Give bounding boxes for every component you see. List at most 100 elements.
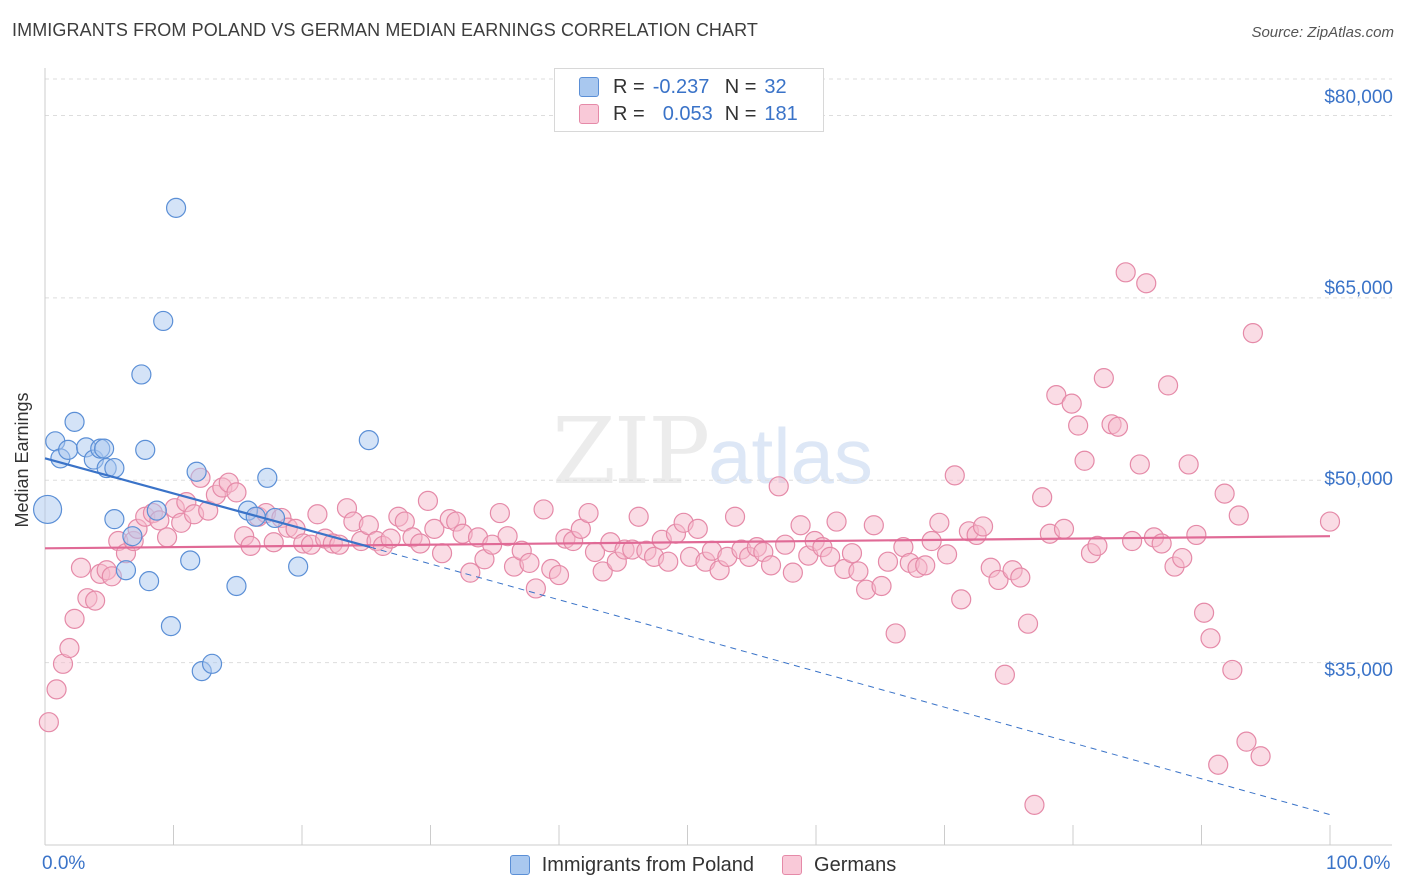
germans-point-141 [1053, 518, 1075, 539]
germans-point-162 [1200, 628, 1221, 649]
poland-point-0 [32, 494, 63, 525]
chart-title: IMMIGRANTS FROM POLAND VS GERMAN MEDIAN … [12, 20, 759, 40]
germans-point-156 [1157, 375, 1179, 396]
germans-point-76 [578, 502, 599, 524]
poland-point-28 [257, 467, 278, 488]
germans-point-124 [929, 512, 950, 533]
germans-point-5 [70, 557, 92, 578]
germans-point-147 [1093, 368, 1114, 389]
series-swatch-poland [509, 855, 530, 875]
legend-row-poland: R = -0.237 N = 32 [579, 75, 787, 99]
germans-point-127 [951, 589, 972, 610]
germans-point-101 [760, 555, 782, 576]
germans-point-152 [1129, 454, 1150, 475]
germans-point-122 [915, 555, 936, 576]
legend-swatch-poland [579, 77, 599, 97]
germans-point-160 [1186, 524, 1207, 546]
germans-point-166 [1228, 505, 1249, 526]
correlation-legend: R = -0.237 N = 32 R = 0.053 N = 181 [554, 68, 824, 132]
germans-point-87 [658, 551, 679, 572]
legend-r-value-poland: -0.237 [652, 75, 710, 98]
poland-point-3 [58, 439, 79, 460]
y-tick-label-50000: $50,000 [1324, 469, 1393, 490]
germans-point-68 [519, 552, 540, 574]
germans-point-167 [1236, 731, 1257, 752]
legend-r-value-germans: 0.053 [662, 102, 713, 125]
poland-point-30 [288, 556, 309, 577]
legend-swatch-germans [579, 104, 599, 124]
series-legend-poland[interactable]: Immigrants from Poland [509, 853, 755, 877]
germans-point-18 [156, 527, 178, 548]
poland-point-21 [180, 550, 201, 571]
germans-point-151 [1122, 530, 1143, 552]
germans-point-158 [1172, 547, 1193, 569]
germans-point-102 [768, 476, 789, 497]
germans-point-132 [988, 569, 1009, 591]
germans-point-169 [1250, 746, 1271, 767]
germans-point-170 [1319, 511, 1341, 532]
germans-point-4 [64, 608, 85, 629]
germans-point-56 [431, 543, 453, 564]
germans-point-163 [1208, 754, 1229, 775]
poland-point-22 [186, 461, 207, 482]
poland-point-20 [165, 197, 187, 218]
germans-point-78 [592, 561, 613, 582]
poland-point-29 [264, 507, 286, 529]
poland-point-16 [138, 571, 160, 592]
germans-point-109 [820, 546, 841, 567]
germans-point-104 [782, 562, 803, 583]
germans-point-1 [46, 679, 67, 700]
poland-point-14 [131, 364, 152, 385]
germans-point-55 [424, 518, 445, 539]
germans-point-159 [1178, 454, 1199, 475]
y-tick-label-65000: $65,000 [1324, 278, 1393, 299]
poland-point-12 [115, 560, 137, 581]
germans-point-138 [1032, 487, 1053, 508]
germans-point-143 [1068, 415, 1089, 436]
germans-point-153 [1136, 273, 1157, 294]
germans-point-65 [497, 526, 518, 547]
germans-point-133 [994, 664, 1015, 685]
poland-point-31 [358, 430, 379, 451]
poland-trend-line [44, 457, 371, 549]
y-tick-label-35000: $35,000 [1324, 660, 1393, 681]
poland-point-4 [64, 411, 85, 432]
germans-point-91 [687, 518, 708, 539]
legend-n-label: N = [724, 102, 757, 125]
germans-point-110 [826, 511, 847, 532]
poland-point-25 [226, 575, 247, 597]
germans-point-64 [489, 502, 510, 524]
x-tick-label-min: 0.0% [42, 853, 86, 874]
y-tick-label-80000: $80,000 [1324, 87, 1393, 108]
germans-point-117 [877, 551, 899, 572]
series-name-germans: Germans [814, 853, 897, 876]
germans-point-118 [885, 623, 906, 644]
germans-point-140 [1046, 385, 1067, 406]
germans-point-7 [85, 590, 106, 611]
germans-point-136 [1017, 613, 1039, 634]
germans-point-53 [410, 533, 431, 554]
germans-point-60 [460, 562, 481, 583]
germans-point-168 [1242, 323, 1264, 344]
poland-point-8 [94, 438, 115, 459]
germans-point-137 [1024, 794, 1045, 815]
germans-point-39 [307, 504, 328, 525]
germans-point-113 [848, 561, 869, 582]
series-legend-germans[interactable]: Germans [782, 854, 896, 877]
legend-n-label: N = [724, 75, 757, 98]
germans-point-149 [1107, 416, 1129, 437]
germans-point-112 [841, 543, 863, 564]
germans-point-165 [1222, 659, 1243, 681]
germans-point-70 [533, 499, 554, 520]
series-name-poland: Immigrants from Poland [541, 853, 755, 876]
legend-r-label: R = [613, 75, 645, 98]
poland-point-17 [146, 500, 167, 521]
series-swatch-germans [782, 855, 803, 875]
germans-point-150 [1115, 262, 1136, 283]
poland-point-19 [160, 616, 182, 637]
poland-point-24 [201, 653, 223, 674]
germans-point-49 [380, 528, 401, 549]
germans-point-96 [724, 506, 746, 527]
germans-point-54 [417, 490, 439, 512]
x-tick-label-max: 100.0% [1326, 853, 1391, 874]
